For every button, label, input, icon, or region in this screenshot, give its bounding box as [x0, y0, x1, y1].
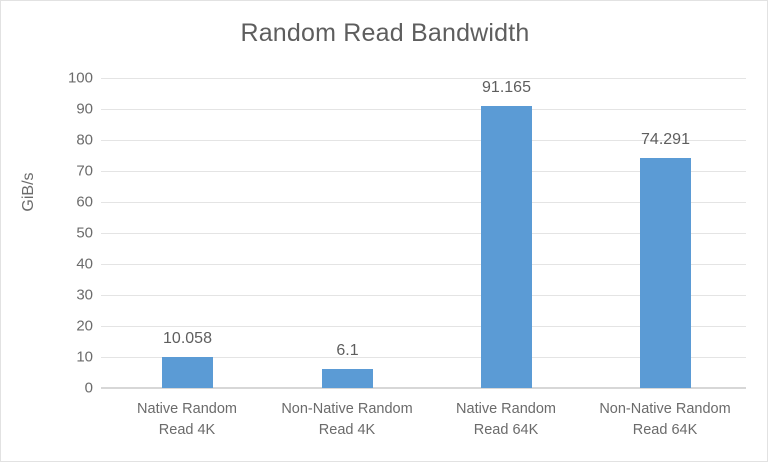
- gridline-100: [101, 78, 746, 79]
- y-tick-30: 30: [76, 286, 93, 304]
- gridline-30: [101, 295, 746, 296]
- y-tick-60: 60: [76, 193, 93, 211]
- gridline-20: [101, 326, 746, 327]
- bar-native-random-read-4k[interactable]: [162, 356, 213, 388]
- x-axis-category-1: Native Random Read 4K: [137, 399, 237, 441]
- y-tick-50: 50: [76, 224, 93, 242]
- y-tick-20: 20: [76, 317, 93, 335]
- x-axis-category-4-line1: Non-Native Random: [599, 401, 731, 417]
- x-axis-category-1-line1: Native Random: [137, 401, 237, 417]
- plot-area: 10.058 6.1 91.165 74.291: [101, 78, 746, 389]
- gridline-40: [101, 264, 746, 265]
- x-axis-category-1-line2: Read 4K: [158, 422, 216, 439]
- gridline-60: [101, 202, 746, 203]
- x-axis-category-4: Non-Native Random Read 64K: [599, 399, 730, 441]
- y-tick-80: 80: [76, 131, 93, 149]
- gridline-80: [101, 140, 746, 141]
- gridline-50: [101, 233, 746, 234]
- y-tick-90: 90: [76, 100, 93, 118]
- bar-value-label-2: 6.1: [336, 342, 359, 360]
- bar-non-native-random-read-4k[interactable]: [322, 369, 373, 388]
- y-tick-40: 40: [76, 255, 93, 273]
- bar-value-label-4: 74.291: [641, 131, 690, 149]
- y-tick-10: 10: [76, 348, 93, 366]
- bar-value-label-3: 91.165: [482, 79, 531, 97]
- y-tick-100: 100: [67, 69, 93, 87]
- y-axis-tick-labels: 100 90 80 70 60 50 40 30 20 10 0: [47, 71, 93, 396]
- y-tick-70: 70: [76, 162, 93, 180]
- x-axis-category-4-line2: Read 64K: [632, 422, 698, 439]
- x-axis-category-3: Native Random Read 64K: [456, 399, 556, 441]
- bar-native-random-read-64k[interactable]: [481, 106, 532, 388]
- bar-value-label-1: 10.058: [163, 329, 212, 347]
- gridline-10: [101, 357, 746, 358]
- gridline-70: [101, 171, 746, 172]
- x-axis-line: [101, 387, 746, 389]
- y-tick-0: 0: [84, 379, 93, 397]
- chart-title: Random Read Bandwidth: [240, 19, 530, 47]
- x-axis-category-3-line2: Read 64K: [473, 422, 539, 439]
- x-axis-category-2-line2: Read 4K: [318, 422, 376, 439]
- x-axis-category-2-line1: Non-Native Random: [281, 401, 413, 417]
- x-axis-category-2: Non-Native Random Read 4K: [281, 399, 412, 441]
- y-axis-title: GiB/s: [20, 172, 37, 212]
- gridline-90: [101, 109, 746, 110]
- x-axis-category-3-line1: Native Random: [456, 401, 556, 417]
- bar-non-native-random-read-64k[interactable]: [640, 158, 691, 388]
